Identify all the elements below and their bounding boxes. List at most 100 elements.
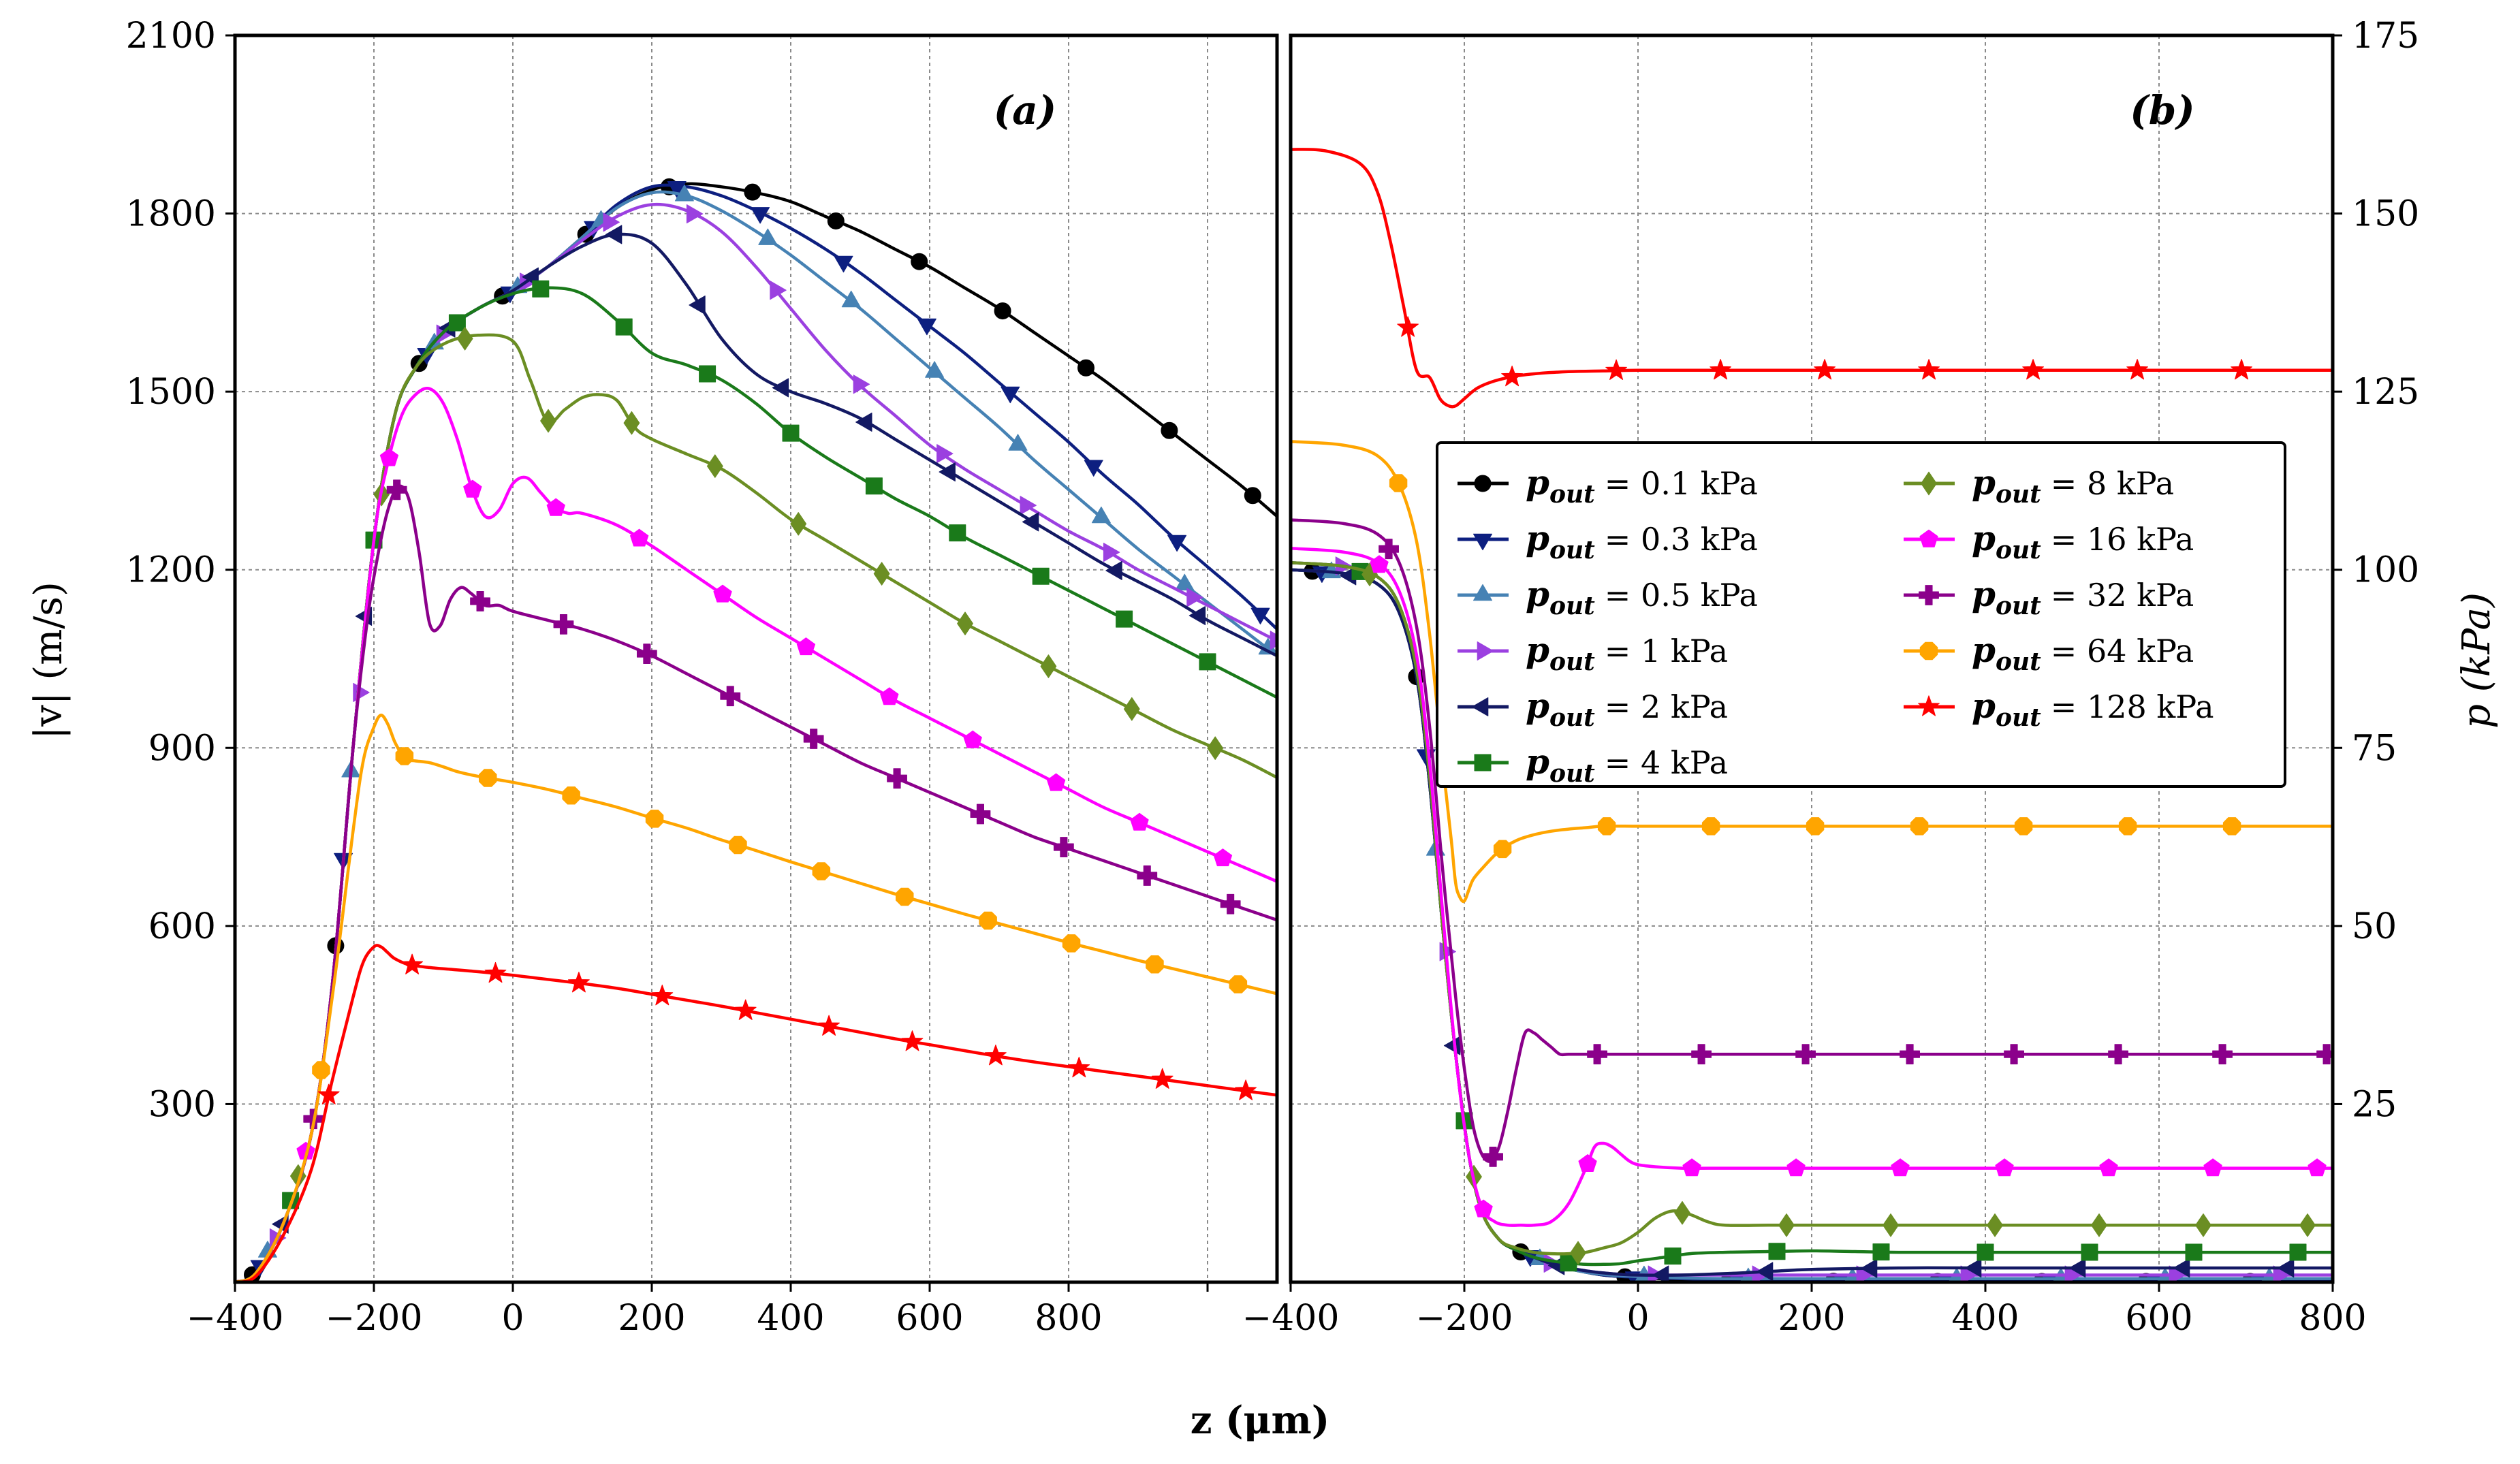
x-tick-label: −200 [1416, 1298, 1513, 1339]
series-markers [296, 448, 1233, 1160]
data-point [2231, 359, 2252, 380]
data-point [834, 255, 853, 273]
data-point [758, 228, 778, 245]
legend-item: pout = 0.1 kPa [1458, 462, 1758, 509]
series-line [235, 202, 1277, 1282]
legend-label: pout = 2 kPa [1526, 686, 1728, 732]
y-tick-label: 1500 [126, 372, 216, 413]
data-point [1474, 1199, 1493, 1218]
x-tick-label: 800 [2299, 1298, 2366, 1339]
data-point [887, 768, 907, 789]
data-point [2099, 1158, 2118, 1177]
legend-marker [1473, 533, 1492, 551]
legend-value: = 0.5 kPa [1605, 577, 1758, 614]
data-point [1910, 817, 1929, 836]
data-point [1701, 817, 1720, 836]
legend-subscript: out [1549, 759, 1595, 788]
legend-value: = 2 kPa [1605, 688, 1728, 725]
legend-symbol: p [1526, 462, 1549, 503]
series-line [235, 387, 1277, 1282]
data-point [379, 448, 399, 466]
legend-marker [1919, 585, 1939, 605]
data-point [1091, 506, 1111, 524]
data-point [729, 836, 747, 855]
data-point [1020, 496, 1037, 515]
data-point [532, 280, 550, 298]
legend-value: = 32 kPa [2051, 577, 2194, 614]
data-point [1220, 893, 1241, 914]
data-point [1691, 1044, 1712, 1065]
data-point [985, 1045, 1007, 1066]
legend-symbol: p [1972, 574, 1996, 614]
data-point [645, 810, 664, 828]
data-point [1001, 386, 1020, 404]
data-point [706, 454, 723, 478]
legend-subscript: out [1549, 648, 1595, 676]
legend-subscript: out [1549, 480, 1595, 509]
panel-a: −400 −200 0 200 400 600 800 300 600 900 1200 1500 18… [126, 16, 1279, 1339]
legend-subscript: out [1549, 536, 1595, 564]
data-point [2222, 817, 2241, 836]
data-point [615, 318, 633, 336]
data-point [1976, 1243, 1994, 1261]
data-point [713, 584, 732, 603]
data-point [803, 729, 824, 749]
data-point [1188, 606, 1206, 626]
data-point [1883, 1213, 1899, 1237]
x-tick-label: 600 [2125, 1298, 2192, 1339]
data-point [1814, 359, 1836, 380]
data-point [1860, 1258, 1878, 1278]
legend-subscript: out [1996, 536, 2041, 564]
series-markers [312, 747, 1248, 1079]
data-point [2108, 1044, 2128, 1065]
data-point [1768, 1243, 1786, 1260]
data-point [2308, 1158, 2327, 1177]
data-point [448, 314, 466, 332]
data-point [1008, 434, 1028, 451]
data-point [963, 730, 982, 748]
data-point [386, 479, 407, 500]
legend-value: = 128 kPa [2051, 688, 2214, 725]
data-point [979, 911, 997, 930]
y-tick-label: 75 [2352, 728, 2397, 769]
legend-label: pout = 8 kPa [1972, 462, 2174, 509]
legend-label: pout = 128 kPa [1972, 686, 2214, 732]
legend-subscript: out [1996, 592, 2041, 620]
y-tick-label: 1200 [126, 550, 216, 591]
series-markers [1389, 474, 2241, 859]
data-point [1250, 607, 1270, 624]
data-point [1570, 1241, 1586, 1265]
legend-value: = 16 kPa [2051, 521, 2194, 558]
legend-value: = 8 kPa [2051, 465, 2174, 502]
data-point [1151, 1068, 1174, 1089]
legend-label: pout = 0.5 kPa [1526, 574, 1758, 620]
data-point [1756, 1262, 1774, 1282]
y-tick-label: 600 [148, 906, 216, 947]
data-point [605, 225, 623, 244]
data-point [1053, 837, 1074, 857]
data-point [1900, 1044, 1920, 1065]
legend-box [1436, 441, 2286, 788]
series-markers [257, 185, 1277, 1258]
data-point [2203, 1158, 2222, 1177]
series-markers [244, 178, 1261, 1282]
legend-item: pout = 16 kPa [1904, 518, 2194, 564]
data-point [1105, 560, 1122, 580]
data-point [463, 479, 482, 498]
series-group [235, 178, 1277, 1282]
data-point [782, 424, 800, 442]
data-point [925, 361, 945, 378]
data-point [818, 1015, 840, 1036]
data-point [1103, 543, 1120, 562]
series-line [1291, 440, 2333, 904]
legend-value: = 0.1 kPa [1605, 465, 1758, 502]
plot-frame [233, 33, 1279, 1284]
data-point [651, 985, 674, 1006]
y-tick-label: 1800 [126, 194, 216, 235]
legend-symbol: p [1972, 462, 1996, 503]
legend-label: pout = 64 kPa [1972, 630, 2194, 676]
x-tick-label: 600 [896, 1298, 963, 1339]
data-point [1047, 773, 1066, 791]
data-point [994, 302, 1011, 320]
data-point [1987, 1213, 2003, 1237]
